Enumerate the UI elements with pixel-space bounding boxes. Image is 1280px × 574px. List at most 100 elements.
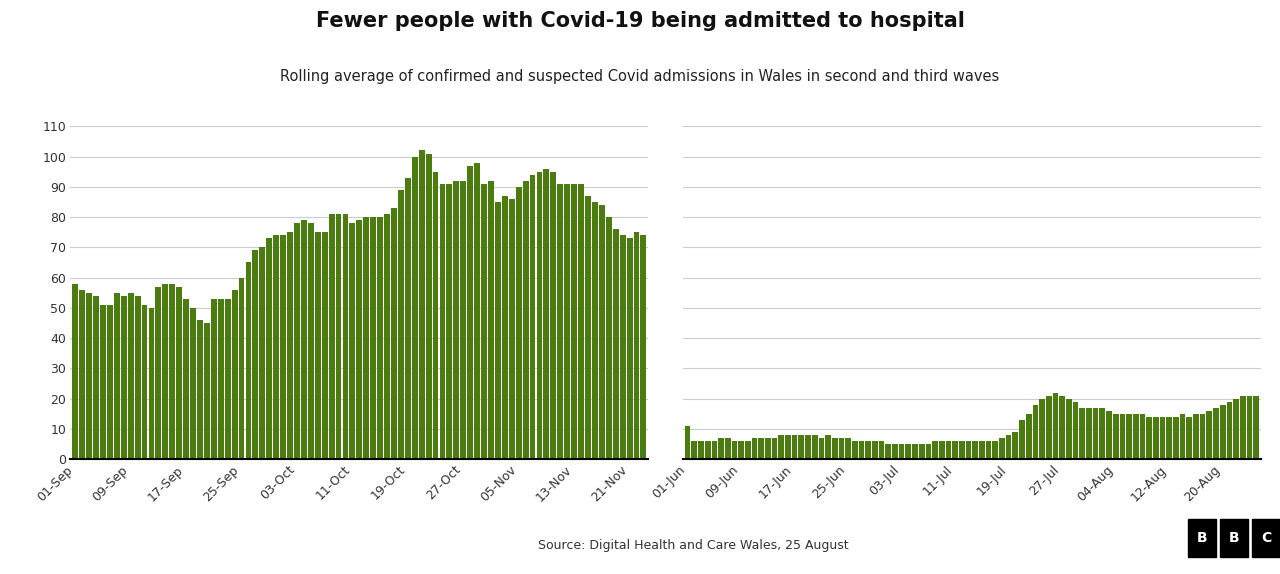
Bar (412, 157, 417, 459)
Bar (765, 438, 771, 459)
Text: Source: Digital Health and Care Wales, 25 August: Source: Digital Health and Care Wales, 2… (538, 539, 849, 552)
Bar (246, 262, 251, 459)
Bar (294, 223, 300, 459)
Bar (1133, 414, 1139, 459)
Bar (301, 220, 307, 459)
Bar (1052, 393, 1059, 459)
Bar (211, 299, 216, 459)
Bar (544, 169, 549, 459)
Bar (905, 444, 911, 459)
Bar (114, 293, 120, 459)
Bar (785, 435, 791, 459)
Bar (613, 229, 618, 459)
Bar (349, 223, 356, 459)
Bar (751, 438, 758, 459)
Bar (1085, 408, 1092, 459)
Bar (724, 438, 731, 459)
Bar (86, 293, 92, 459)
Bar (1093, 408, 1098, 459)
Bar (197, 320, 204, 459)
Bar (892, 444, 897, 459)
Bar (557, 184, 563, 459)
Bar (169, 284, 175, 459)
Bar (335, 214, 342, 459)
Bar (509, 199, 515, 459)
Bar (315, 232, 321, 459)
Bar (925, 444, 932, 459)
Bar (502, 196, 508, 459)
Bar (620, 235, 626, 459)
Bar (536, 172, 543, 459)
Bar (913, 444, 918, 459)
Bar (778, 435, 785, 459)
Bar (1220, 405, 1225, 459)
Bar (390, 208, 397, 459)
Bar (148, 308, 155, 459)
Bar (1160, 417, 1165, 459)
Bar (845, 438, 851, 459)
Bar (932, 441, 938, 459)
Bar (1147, 417, 1152, 459)
Bar (433, 172, 439, 459)
Bar (1100, 408, 1105, 459)
Bar (705, 441, 710, 459)
Bar (805, 435, 810, 459)
Bar (812, 435, 818, 459)
Bar (772, 438, 777, 459)
Bar (1180, 414, 1185, 459)
Bar (627, 238, 632, 459)
Bar (979, 441, 984, 459)
Bar (992, 441, 998, 459)
Bar (605, 217, 612, 459)
Bar (1046, 395, 1052, 459)
Bar (1019, 420, 1025, 459)
Bar (1006, 435, 1011, 459)
Bar (550, 172, 557, 459)
Bar (1066, 399, 1071, 459)
Bar (439, 184, 445, 459)
Bar (287, 232, 293, 459)
Bar (872, 441, 878, 459)
Bar (218, 299, 224, 459)
Bar (838, 438, 845, 459)
Bar (530, 174, 535, 459)
Bar (142, 305, 147, 459)
Bar (852, 441, 858, 459)
Bar (232, 290, 238, 459)
Bar (799, 435, 804, 459)
Bar (1193, 414, 1199, 459)
Bar (72, 284, 78, 459)
Bar (986, 441, 992, 459)
Bar (940, 441, 945, 459)
Bar (516, 187, 522, 459)
Bar (419, 150, 425, 459)
Text: B: B (1229, 531, 1239, 545)
Bar (1033, 405, 1038, 459)
Bar (732, 441, 737, 459)
Bar (204, 323, 210, 459)
Bar (177, 286, 182, 459)
Bar (474, 162, 480, 459)
Bar (120, 296, 127, 459)
Bar (1106, 411, 1112, 459)
Bar (859, 441, 864, 459)
Bar (865, 441, 872, 459)
Bar (698, 441, 704, 459)
Bar (739, 441, 744, 459)
Bar (481, 184, 486, 459)
Bar (1012, 432, 1018, 459)
Bar (818, 438, 824, 459)
Bar (343, 214, 348, 459)
Bar (280, 235, 285, 459)
Bar (832, 438, 837, 459)
Bar (973, 441, 978, 459)
Bar (370, 217, 376, 459)
Bar (718, 438, 724, 459)
Bar (1060, 395, 1065, 459)
Bar (398, 190, 404, 459)
Bar (1126, 414, 1132, 459)
Bar (163, 284, 168, 459)
Bar (1166, 417, 1172, 459)
Bar (1187, 417, 1192, 459)
Bar (1139, 414, 1146, 459)
